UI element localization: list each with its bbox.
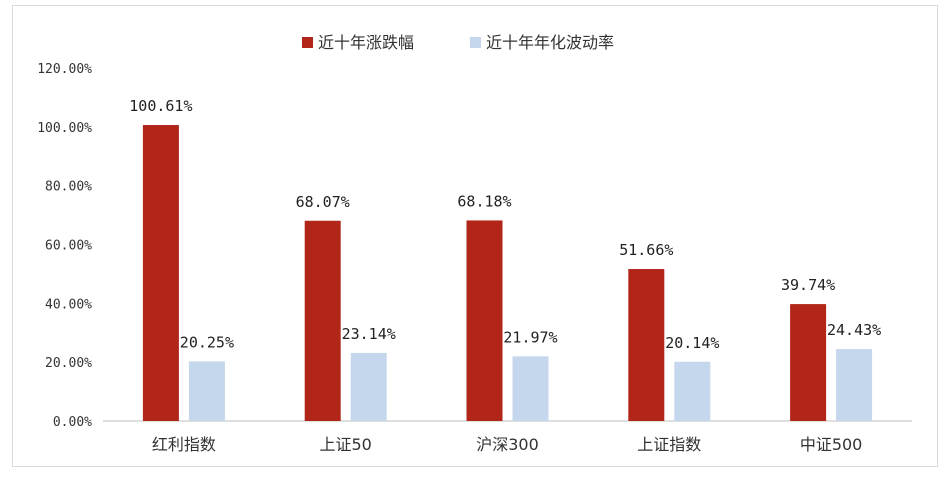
bar-series2 (350, 352, 387, 421)
data-label-series1: 51.66% (619, 241, 673, 259)
data-label-series2: 24.43% (827, 321, 881, 339)
legend-label-2: 近十年年化波动率 (486, 33, 614, 52)
legend-label-1: 近十年涨跌幅 (318, 33, 414, 52)
x-tick-label: 中证500 (800, 435, 863, 454)
y-tick-label: 60.00% (45, 239, 92, 254)
data-label-series1: 68.18% (457, 192, 511, 210)
y-tick-label: 120.00% (37, 62, 92, 77)
legend: 近十年涨跌幅 近十年年化波动率 (302, 33, 614, 52)
x-tick-label: 红利指数 (152, 435, 216, 454)
y-tick-label: 80.00% (45, 180, 92, 195)
legend-swatch-2 (470, 37, 481, 48)
y-tick-label: 0.00% (53, 415, 92, 430)
bar-series1 (790, 304, 827, 421)
data-label-series1: 100.61% (129, 97, 192, 115)
chart-frame (12, 5, 938, 467)
bar-series2 (188, 361, 225, 421)
x-tick-label: 上证50 (320, 435, 372, 454)
x-tick-label: 上证指数 (637, 435, 701, 454)
x-axis: 红利指数 上证50 沪深300 上证指数 中证500 (103, 420, 912, 454)
legend-swatch-1 (302, 37, 313, 48)
y-axis: 0.00% 20.00% 40.00% 60.00% 80.00% 100.00% 120.… (37, 62, 92, 430)
data-label-series2: 21.97% (503, 328, 557, 346)
y-tick-label: 40.00% (45, 297, 92, 312)
bar-series1 (304, 220, 341, 421)
data-label-series1: 39.74% (781, 276, 835, 294)
bars (142, 125, 873, 422)
bar-series1 (142, 125, 179, 422)
data-label-series2: 23.14% (342, 325, 396, 343)
bar-series2 (836, 349, 873, 421)
x-tick-label: 沪深300 (476, 435, 539, 454)
bar-series1 (466, 220, 503, 421)
data-labels: 100.61% 20.25% 68.07% 23.14% 68.18% 21.97% 51.… (129, 97, 881, 352)
data-label-series2: 20.14% (665, 334, 719, 352)
data-label-series2: 20.25% (180, 333, 234, 351)
data-label-series1: 68.07% (296, 193, 350, 211)
bar-series2 (674, 361, 711, 421)
bar-series2 (512, 356, 549, 421)
y-tick-label: 20.00% (45, 356, 92, 371)
bar-series1 (628, 269, 665, 421)
y-tick-label: 100.00% (37, 121, 92, 136)
